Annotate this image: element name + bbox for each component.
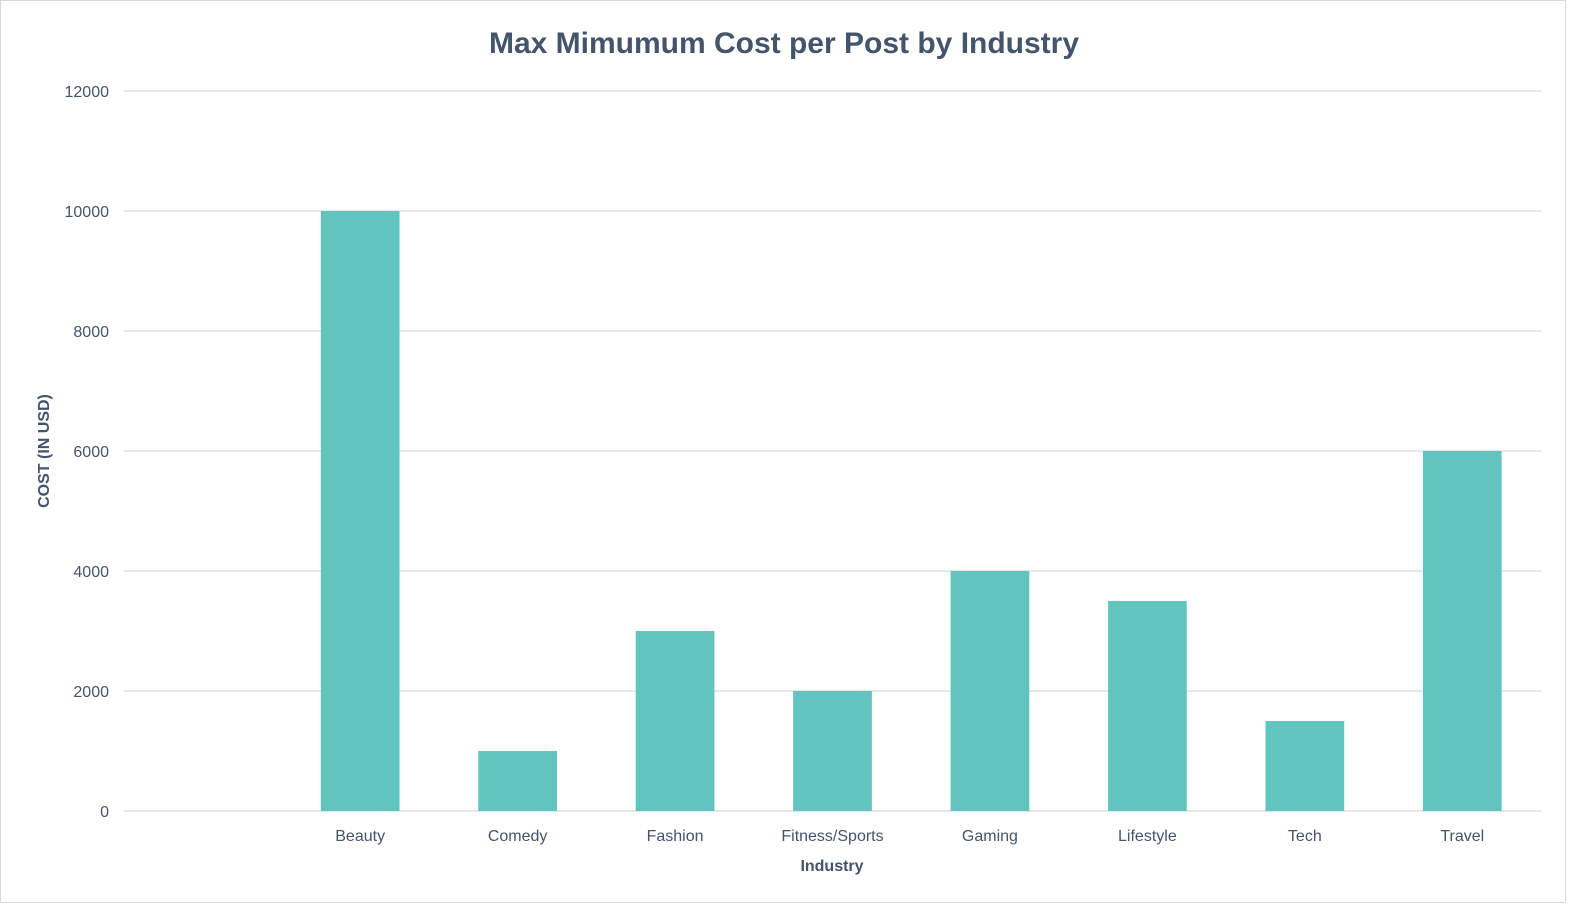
chart-title: Max Mimumum Cost per Post by Industry: [489, 27, 1079, 60]
bar-tech: [1265, 721, 1345, 811]
x-tick-label: Fashion: [647, 828, 704, 845]
bar-fitness-sports: [793, 691, 872, 811]
x-tick-label: Travel: [1440, 828, 1484, 845]
x-tick-label: Beauty: [335, 828, 385, 845]
bar-travel: [1422, 451, 1502, 811]
x-tick-labels: Beauty Comedy Fashion Fitness/Sports Gaming L…: [335, 828, 1484, 845]
y-tick-label: 6000: [73, 444, 109, 461]
y-tick-label: 12000: [65, 84, 110, 101]
y-tick-label: 8000: [73, 324, 109, 341]
bar-lifestyle: [1108, 601, 1187, 811]
y-axis-title: COST (IN USD): [36, 394, 53, 508]
bar-gaming: [950, 571, 1030, 811]
x-axis-title: Industry: [800, 858, 863, 875]
bar-comedy: [478, 751, 557, 811]
y-tick-label: 0: [100, 804, 109, 821]
y-tick-label: 10000: [65, 204, 110, 221]
x-tick-label: Comedy: [488, 828, 548, 845]
x-tick-label: Gaming: [962, 828, 1018, 845]
y-tick-labels: 0 2000 4000 6000 8000 10000 12000: [65, 84, 110, 821]
x-tick-label: Lifestyle: [1118, 828, 1177, 845]
bars: [320, 211, 1502, 811]
y-tick-label: 2000: [73, 684, 109, 701]
y-tick-label: 4000: [73, 564, 109, 581]
x-tick-label: Fitness/Sports: [781, 828, 883, 845]
bar-beauty: [320, 211, 400, 811]
x-tick-label: Tech: [1288, 828, 1322, 845]
bar-fashion: [635, 631, 715, 811]
chart-frame: Max Mimumum Cost per Post by Industry 0 2…: [0, 0, 1566, 903]
bar-chart: Max Mimumum Cost per Post by Industry 0 2…: [36, 27, 1541, 875]
